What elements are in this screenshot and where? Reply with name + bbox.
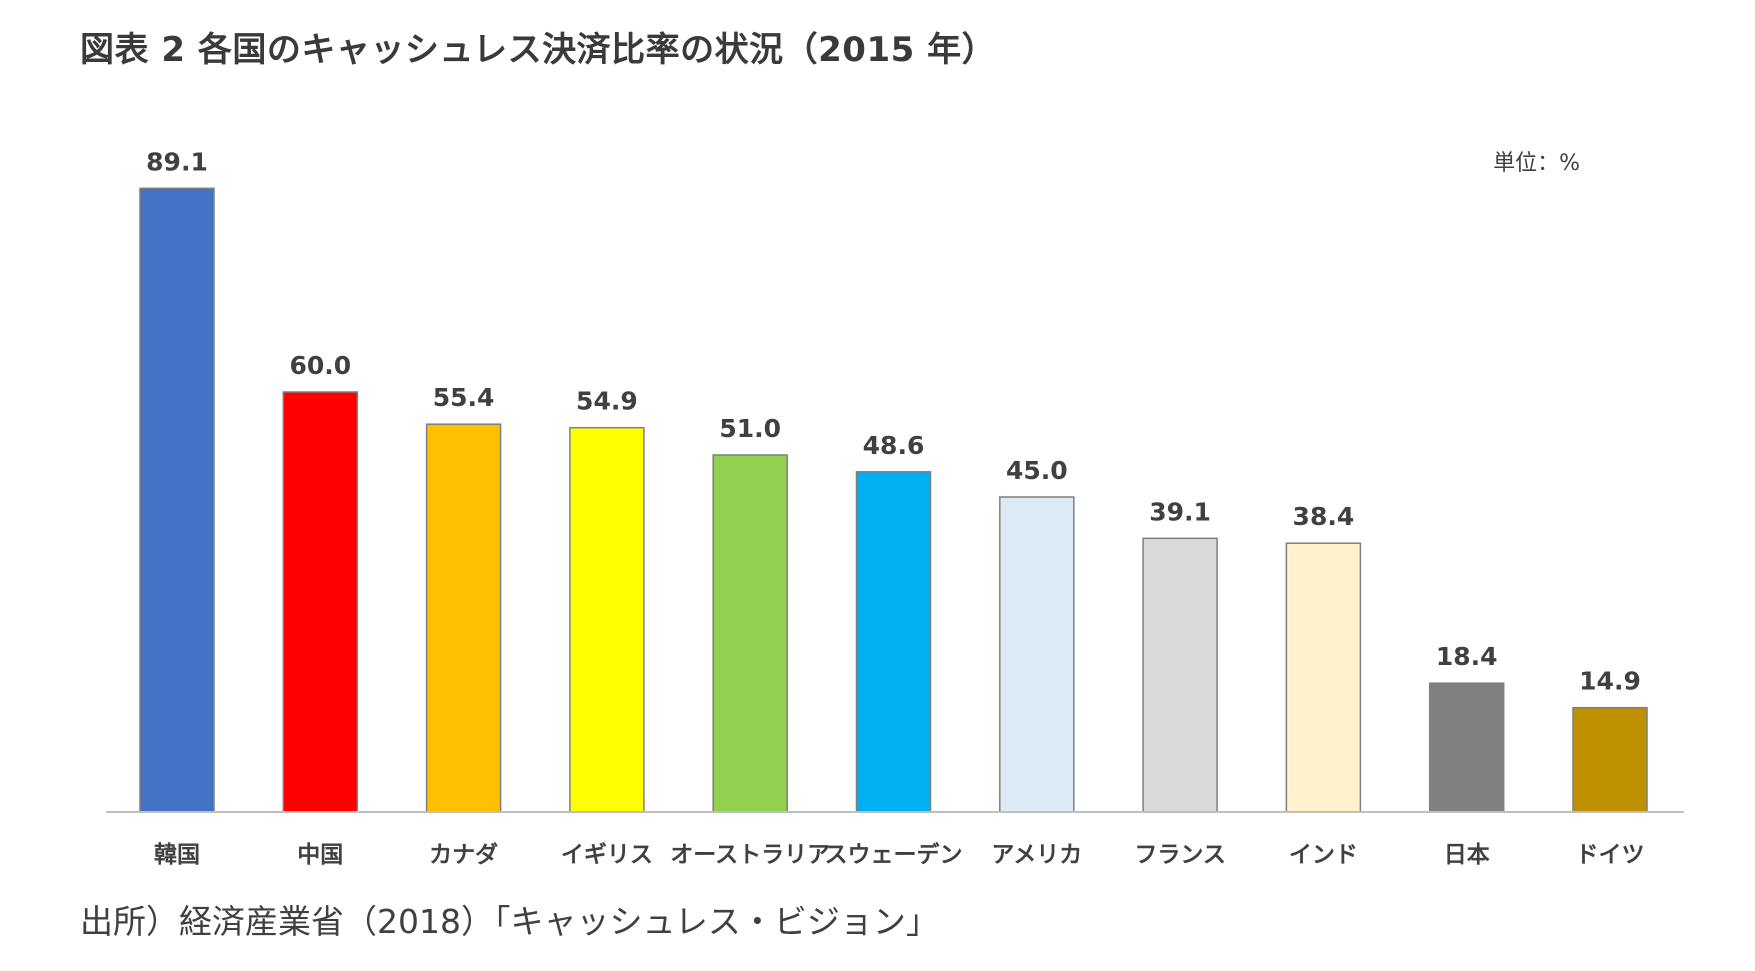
data-label: 51.0 [719, 414, 781, 443]
bar [1142, 537, 1218, 813]
bar [282, 391, 359, 813]
x-tick-label: オーストラリア [670, 842, 830, 868]
bar [999, 496, 1075, 813]
bar [139, 187, 215, 813]
source-note: 出所）経済産業省（2018）「キャッシュレス・ビジョン」 [80, 902, 939, 941]
data-label: 54.9 [576, 387, 638, 416]
chart-title: 図表 2 各国のキャッシュレス決済比率の状況（2015 年） [80, 30, 997, 70]
x-tick-label: カナダ [429, 841, 498, 868]
x-tick-label: アメリカ [991, 842, 1082, 868]
data-label: 89.1 [146, 147, 208, 176]
data-label: 39.1 [1149, 497, 1211, 526]
x-tick-label: イギリス [561, 842, 653, 868]
bar [1572, 706, 1648, 813]
bar [569, 426, 645, 813]
data-label: 38.4 [1293, 502, 1355, 531]
bar [1428, 682, 1505, 813]
bar [855, 471, 932, 813]
data-label: 48.6 [863, 431, 925, 460]
x-tick-label: 日本 [1444, 842, 1490, 868]
data-label: 18.4 [1436, 642, 1498, 671]
bar-chart: 単位：% 89.1 韓国 60.0 中国 55.4 カナダ 54.9 イギリス 51.0 オースト… [106, 147, 1684, 868]
data-label: 55.4 [433, 383, 495, 412]
bar [1285, 542, 1362, 813]
x-tick-label: 韓国 [154, 841, 200, 868]
bar [712, 454, 788, 813]
x-tick-label: 中国 [297, 842, 343, 868]
x-tick-label: インド [1289, 842, 1358, 868]
data-label: 60.0 [289, 351, 351, 380]
bars-layer: 89.1 韓国 60.0 中国 55.4 カナダ 54.9 イギリス 51.0 オーストラリア 48… [139, 147, 1648, 868]
x-tick-label: フランス [1134, 842, 1226, 868]
data-label: 14.9 [1579, 667, 1641, 696]
x-tick-label: ドイツ [1576, 842, 1645, 868]
unit-label: 単位：% [1493, 151, 1580, 176]
data-label: 45.0 [1006, 456, 1068, 485]
bar [425, 423, 502, 813]
x-tick-label: スウェーデン [825, 841, 963, 868]
